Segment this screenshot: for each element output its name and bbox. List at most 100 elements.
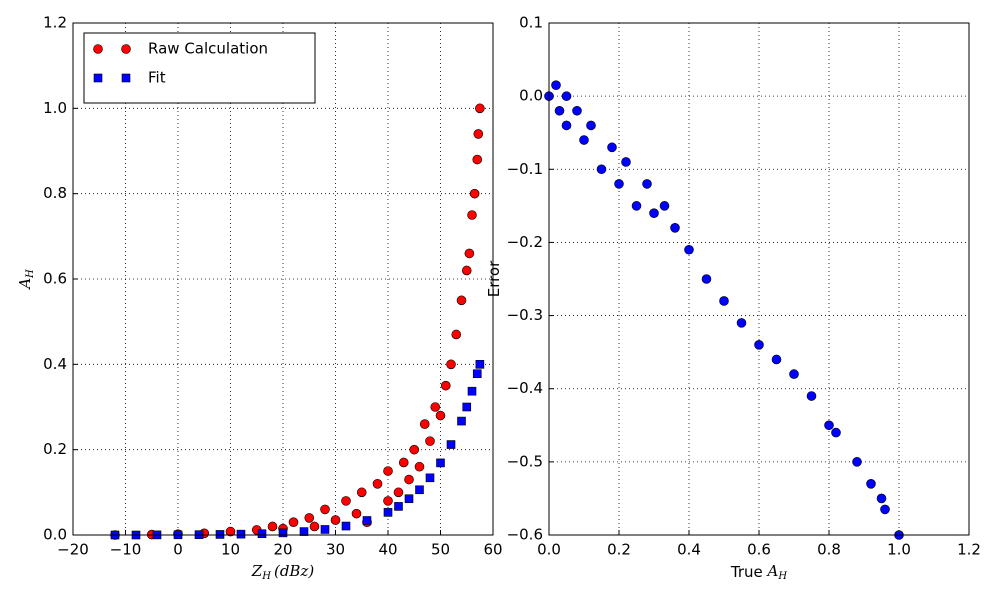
point [561, 91, 572, 101]
y-axis-label: AH [16, 269, 36, 291]
y-tick-label: 0.2 [43, 440, 67, 458]
x-tick-label: 50 [431, 541, 450, 559]
x-tick-label: −20 [57, 541, 89, 559]
point [824, 420, 834, 431]
legend-label: Raw Calculation [148, 40, 268, 58]
point [409, 444, 420, 455]
point [278, 528, 288, 538]
point [215, 530, 225, 539]
y-tick-label: −0.4 [507, 379, 543, 397]
legend-marker [121, 44, 131, 54]
x-tick-label: −10 [110, 541, 142, 559]
point [383, 508, 393, 517]
point [876, 493, 887, 504]
point [579, 135, 589, 145]
point [414, 461, 425, 472]
label-symbol: Z [251, 562, 263, 580]
legend-box [83, 32, 316, 104]
point [631, 201, 642, 211]
point [472, 154, 483, 165]
point [561, 120, 572, 131]
point [880, 504, 890, 515]
label-unit: (dBz) [274, 562, 314, 580]
point [554, 105, 565, 116]
y-axis-label: Error [485, 260, 503, 297]
y-tick-label: −0.6 [507, 526, 543, 544]
point [771, 354, 782, 365]
point [304, 513, 315, 523]
point [425, 473, 435, 483]
point [309, 521, 320, 532]
y-tick-label: 0.0 [43, 526, 67, 544]
point [469, 188, 480, 199]
subplot: 0.0 0.2 0.4 0.6 0.8 1.0 1.2 −0.6 −0.5 −0.4 −0.3 −0.… [485, 14, 981, 582]
point [473, 129, 484, 139]
x-axis-label: True AH [730, 562, 787, 582]
plot-frame [72, 22, 494, 536]
x-tick-label: 0.0 [537, 541, 561, 559]
point [393, 487, 404, 498]
point [356, 487, 367, 498]
point [398, 457, 409, 468]
legend-marker [93, 73, 103, 83]
point [551, 80, 561, 90]
point [351, 508, 362, 519]
label-symbol: A [766, 562, 779, 580]
point [701, 274, 712, 284]
legend-marker [93, 44, 103, 54]
point [852, 457, 862, 467]
label-subscript: H [777, 571, 787, 582]
point [684, 244, 694, 255]
label-text: Error [485, 260, 503, 297]
point [394, 502, 403, 511]
point [372, 478, 383, 489]
x-tick-label: 1.2 [957, 541, 981, 559]
x-tick-label: 10 [221, 541, 240, 559]
x-tick-label: 60 [483, 541, 502, 559]
legend: Raw Calculation Fit [83, 32, 316, 104]
point [236, 529, 246, 539]
y-tick-label: −0.2 [507, 233, 543, 251]
point [435, 410, 446, 421]
point [866, 478, 876, 489]
x-tick-label: 30 [326, 541, 345, 559]
point [446, 440, 456, 449]
legend-marker [121, 73, 131, 83]
legend-label: Fit [148, 69, 166, 87]
label-symbol: A [16, 278, 34, 291]
point [462, 402, 472, 412]
x-axis-label: ZH (dBz) [251, 562, 315, 582]
point [472, 369, 482, 379]
x-tick-label: 0.8 [817, 541, 841, 559]
x-tick-label: 20 [273, 541, 292, 559]
point [586, 120, 596, 131]
point [446, 359, 456, 370]
point [341, 496, 351, 506]
x-tick-label: 1.0 [887, 541, 911, 559]
point [341, 521, 351, 531]
y-tick-label: 0.6 [43, 270, 67, 288]
point [475, 103, 485, 114]
x-tick-label: 0.2 [607, 541, 631, 559]
point [440, 380, 451, 391]
point [621, 157, 631, 167]
point [670, 223, 680, 233]
point [257, 529, 267, 539]
plot-frame [548, 22, 970, 536]
y-tick-label: 1.0 [43, 99, 67, 117]
y-tick-label: 0.1 [519, 14, 543, 32]
point [831, 427, 841, 438]
point [362, 516, 372, 525]
point [320, 504, 330, 515]
point [464, 248, 475, 259]
x-tick-label: 0.4 [677, 541, 701, 559]
point [457, 416, 466, 426]
point [404, 474, 414, 485]
point [267, 521, 278, 532]
point [225, 526, 236, 537]
point [415, 485, 424, 495]
y-tick-label: 0.8 [43, 184, 67, 202]
point [806, 391, 817, 401]
point [330, 515, 341, 525]
